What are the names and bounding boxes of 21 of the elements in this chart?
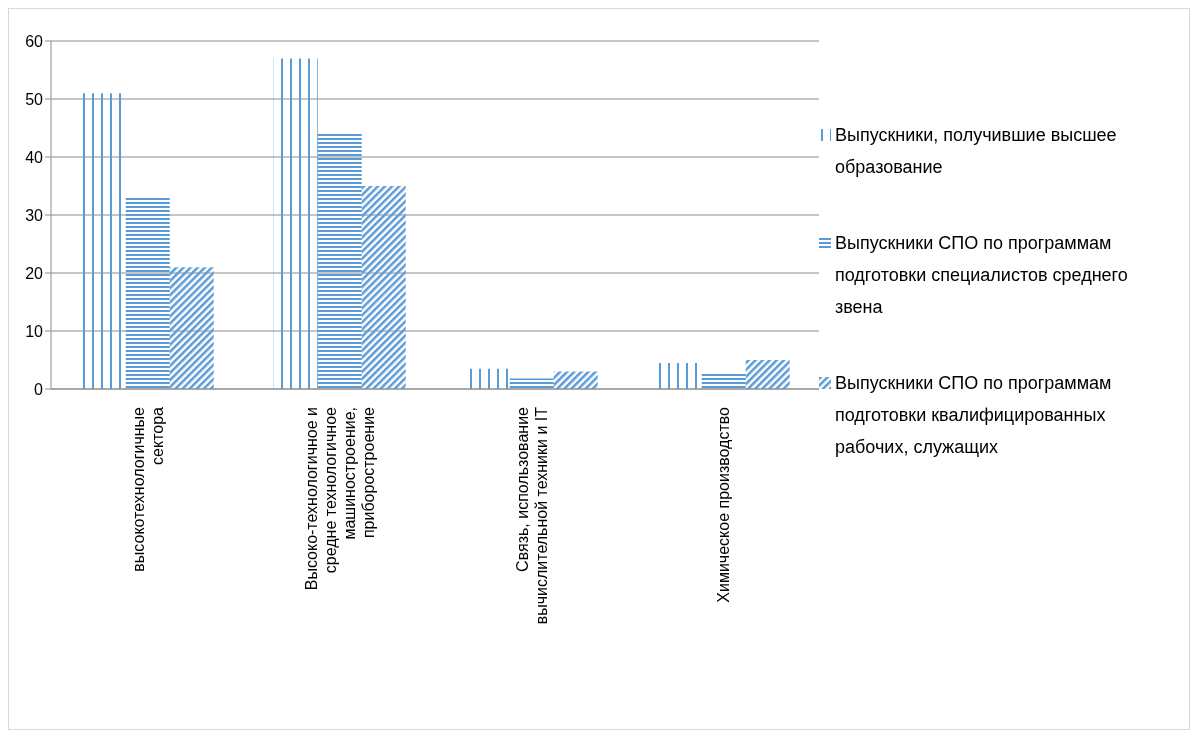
y-tick-label: 10 <box>25 322 44 340</box>
bar <box>745 360 790 389</box>
x-tick-label: Химическое производство <box>715 406 732 603</box>
y-tick-label: 30 <box>25 206 44 224</box>
bar <box>125 197 170 389</box>
y-tick-label: 20 <box>25 264 44 282</box>
legend-label: Выпускники СПО по программам подготовки квалифицированных рабочих, служащих <box>835 372 1113 459</box>
y-tick-label: 60 <box>25 32 44 50</box>
legend-label: Выпускники, получившие высшее образование <box>835 124 1118 179</box>
bar <box>553 371 598 389</box>
y-tick-label: 40 <box>25 148 44 166</box>
bar <box>701 373 746 389</box>
x-tick-label: высокотехнологичные сектора <box>129 406 166 572</box>
legend-label: Выпускники СПО по программам подготовки специалистов среднего звена <box>835 232 1129 319</box>
bar <box>273 58 318 389</box>
bar <box>361 186 406 389</box>
y-tick-label: 50 <box>25 90 44 108</box>
bar <box>169 267 214 389</box>
x-tick-label: Высоко-технологичное и средне технологичное машиностроение, приборостроение <box>302 406 377 591</box>
bar <box>317 133 362 389</box>
y-tick-label: 0 <box>34 380 44 398</box>
